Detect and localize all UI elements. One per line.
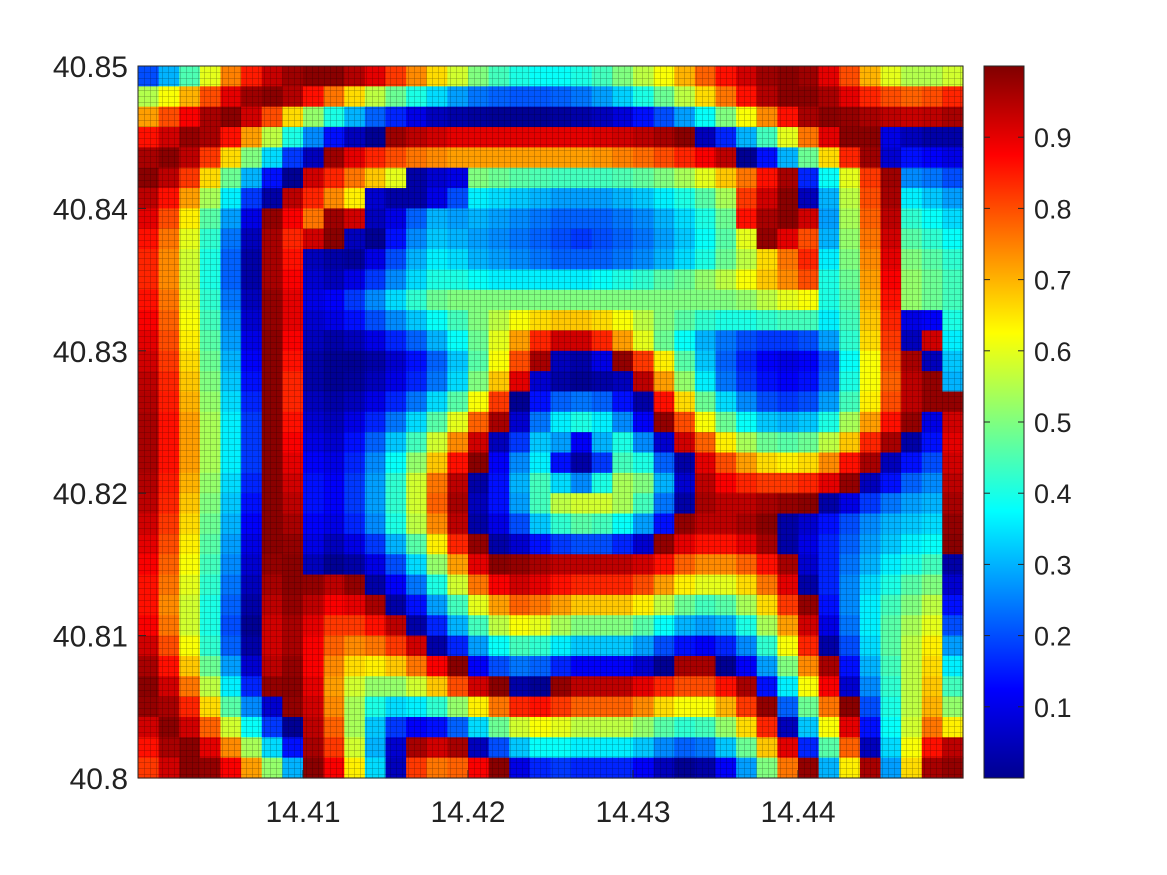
y-tick-label: 40.83 — [53, 336, 128, 369]
mesh-grid-overlay — [138, 66, 963, 778]
x-tick-label: 14.44 — [760, 796, 835, 829]
colorbar-tick-label: 0.7 — [1034, 266, 1072, 296]
y-tick-label: 40.82 — [53, 478, 128, 511]
y-tick-label: 40.85 — [53, 51, 128, 84]
colorbar-tick-label: 0.2 — [1034, 622, 1072, 652]
colorbar-tick-label: 0.4 — [1034, 479, 1072, 509]
colorbar-tick-label: 0.9 — [1034, 123, 1072, 153]
y-axis: 40.8 40.81 40.82 40.83 40.84 40.85 — [53, 51, 146, 796]
y-tick-label: 40.8 — [70, 763, 128, 796]
x-tick-label: 14.42 — [430, 796, 505, 829]
colorbar-tick-label: 0.6 — [1034, 337, 1072, 367]
y-tick-label: 40.81 — [53, 621, 128, 654]
x-tick-label: 14.43 — [595, 796, 670, 829]
x-axis: 14.41 14.42 14.43 14.44 — [265, 770, 836, 829]
colorbar-tick-label: 0.3 — [1034, 550, 1072, 580]
colorbar-ticks: 0.1 0.2 0.3 0.4 0.5 0.6 0.7 0.8 0.9 — [984, 123, 1072, 723]
colorbar-tick-label: 0.5 — [1034, 408, 1072, 438]
colorbar-tick-label: 0.8 — [1034, 194, 1072, 224]
colorbar-gradient — [984, 66, 1024, 778]
colorbar: 0.1 0.2 0.3 0.4 0.5 0.6 0.7 0.8 0.9 — [983, 65, 1072, 779]
x-tick-label: 14.41 — [265, 796, 340, 829]
heatmap-plot-area — [137, 65, 964, 779]
y-tick-label: 40.84 — [53, 193, 128, 226]
plot-frame — [137, 65, 964, 779]
colorbar-tick-label: 0.1 — [1034, 693, 1072, 723]
